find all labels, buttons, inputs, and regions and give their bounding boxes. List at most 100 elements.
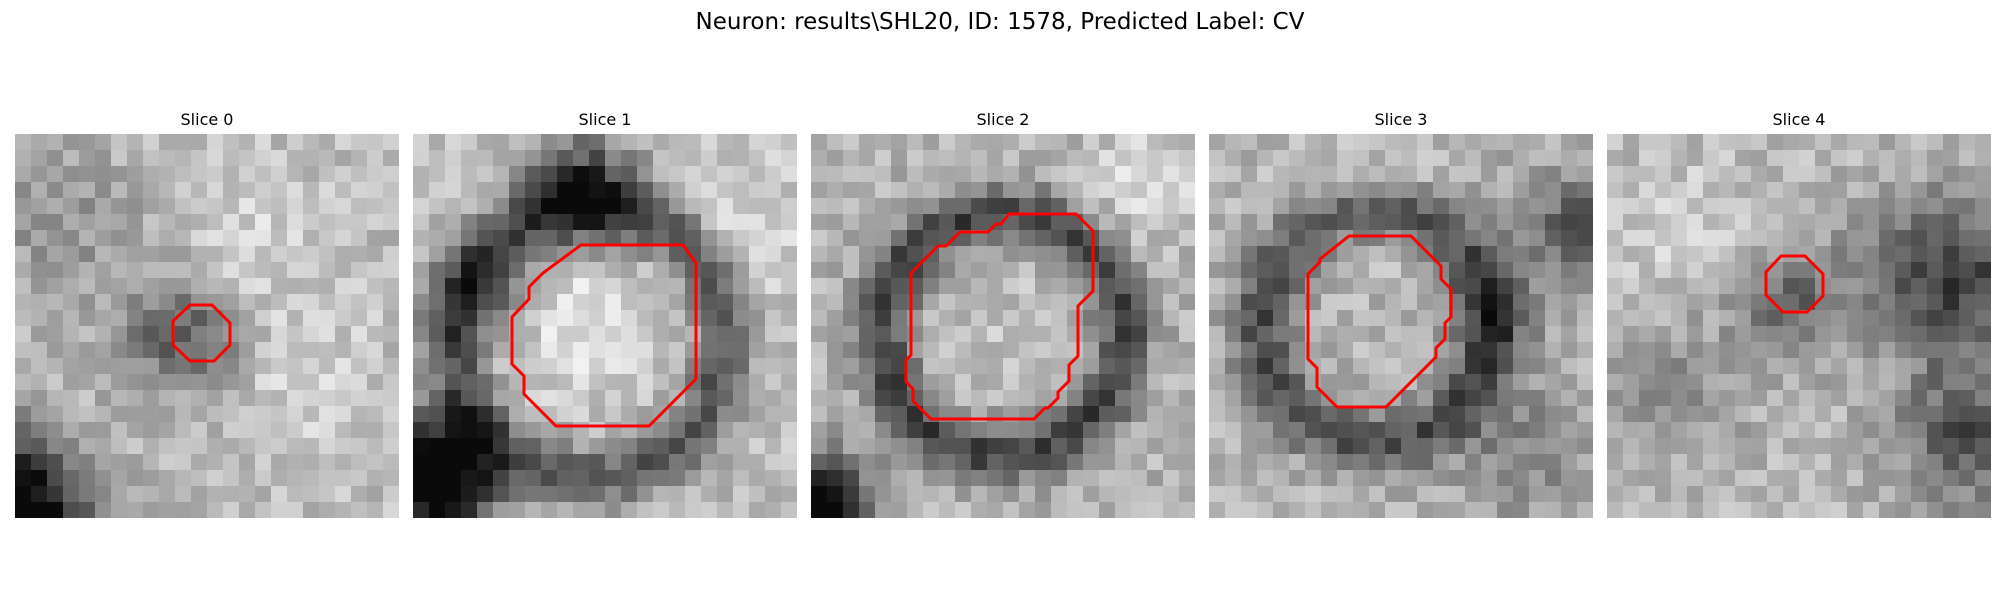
image-pixel bbox=[207, 182, 224, 199]
image-pixel bbox=[1401, 134, 1418, 151]
image-pixel bbox=[461, 294, 478, 311]
image-pixel bbox=[637, 166, 654, 183]
image-pixel bbox=[749, 502, 766, 518]
image-pixel bbox=[637, 262, 654, 279]
image-pixel bbox=[1863, 150, 1880, 167]
image-pixel bbox=[1003, 486, 1020, 503]
image-pixel bbox=[335, 246, 352, 263]
image-pixel bbox=[175, 502, 192, 518]
image-pixel bbox=[429, 198, 446, 215]
image-pixel bbox=[461, 326, 478, 343]
image-pixel bbox=[1799, 230, 1816, 247]
image-pixel bbox=[1257, 198, 1274, 215]
image-pixel bbox=[1449, 406, 1466, 423]
image-pixel bbox=[1529, 230, 1546, 247]
image-pixel bbox=[31, 166, 48, 183]
image-pixel bbox=[255, 134, 272, 151]
image-pixel bbox=[477, 150, 494, 167]
image-pixel bbox=[1623, 486, 1640, 503]
image-pixel bbox=[843, 422, 860, 439]
image-pixel bbox=[303, 182, 320, 199]
image-pixel bbox=[239, 198, 256, 215]
image-pixel bbox=[573, 326, 590, 343]
image-pixel bbox=[1179, 182, 1195, 199]
image-pixel bbox=[1577, 134, 1593, 151]
image-pixel bbox=[1497, 502, 1514, 518]
image-pixel bbox=[1417, 150, 1434, 167]
image-pixel bbox=[15, 422, 32, 439]
image-pixel bbox=[811, 326, 828, 343]
image-pixel bbox=[1687, 422, 1704, 439]
image-pixel bbox=[95, 294, 112, 311]
image-pixel bbox=[589, 214, 606, 231]
image-pixel bbox=[1751, 374, 1768, 391]
image-pixel bbox=[445, 390, 462, 407]
image-pixel bbox=[653, 342, 670, 359]
image-pixel bbox=[143, 294, 160, 311]
image-pixel bbox=[1225, 326, 1242, 343]
image-pixel bbox=[1799, 342, 1816, 359]
image-pixel bbox=[239, 486, 256, 503]
image-pixel bbox=[1943, 454, 1960, 471]
image-pixel bbox=[1975, 166, 1991, 183]
image-pixel bbox=[1927, 374, 1944, 391]
image-pixel bbox=[1639, 198, 1656, 215]
image-pixel bbox=[987, 470, 1004, 487]
image-pixel bbox=[669, 454, 686, 471]
image-pixel bbox=[351, 486, 368, 503]
image-pixel bbox=[1655, 342, 1672, 359]
image-pixel bbox=[1401, 246, 1418, 263]
image-pixel bbox=[717, 358, 734, 375]
image-pixel bbox=[1561, 422, 1578, 439]
image-pixel bbox=[859, 230, 876, 247]
image-pixel bbox=[207, 406, 224, 423]
image-pixel bbox=[1067, 166, 1084, 183]
image-pixel bbox=[63, 406, 80, 423]
image-pixel bbox=[669, 214, 686, 231]
image-pixel bbox=[605, 310, 622, 327]
image-pixel bbox=[1131, 278, 1148, 295]
image-pixel bbox=[859, 310, 876, 327]
image-pixel bbox=[827, 470, 844, 487]
image-pixel bbox=[589, 422, 606, 439]
image-pixel bbox=[1179, 262, 1195, 279]
image-pixel bbox=[1895, 438, 1912, 455]
image-pixel bbox=[1815, 246, 1832, 263]
image-pixel bbox=[1099, 470, 1116, 487]
image-pixel bbox=[1019, 502, 1036, 518]
image-pixel bbox=[1289, 214, 1306, 231]
image-pixel bbox=[1131, 214, 1148, 231]
image-pixel bbox=[1719, 182, 1736, 199]
image-pixel bbox=[1289, 342, 1306, 359]
image-pixel bbox=[287, 390, 304, 407]
image-pixel bbox=[1099, 246, 1116, 263]
image-pixel bbox=[923, 358, 940, 375]
image-pixel bbox=[1655, 358, 1672, 375]
image-pixel bbox=[1847, 422, 1864, 439]
image-pixel bbox=[589, 454, 606, 471]
image-pixel bbox=[1959, 358, 1976, 375]
image-pixel bbox=[445, 358, 462, 375]
image-pixel bbox=[1241, 438, 1258, 455]
image-pixel bbox=[685, 134, 702, 151]
image-pixel bbox=[781, 502, 797, 518]
image-pixel bbox=[223, 262, 240, 279]
slice-image-0 bbox=[15, 134, 399, 518]
image-pixel bbox=[907, 406, 924, 423]
image-pixel bbox=[1959, 166, 1976, 183]
image-pixel bbox=[685, 326, 702, 343]
image-pixel bbox=[1257, 358, 1274, 375]
image-pixel bbox=[875, 150, 892, 167]
image-pixel bbox=[1799, 182, 1816, 199]
image-pixel bbox=[1385, 278, 1402, 295]
image-pixel bbox=[175, 262, 192, 279]
image-pixel bbox=[271, 374, 288, 391]
image-pixel bbox=[1561, 358, 1578, 375]
image-pixel bbox=[429, 486, 446, 503]
image-pixel bbox=[685, 150, 702, 167]
image-pixel bbox=[1353, 326, 1370, 343]
image-pixel bbox=[1257, 230, 1274, 247]
image-pixel bbox=[127, 246, 144, 263]
image-pixel bbox=[367, 278, 384, 295]
image-pixel bbox=[859, 182, 876, 199]
